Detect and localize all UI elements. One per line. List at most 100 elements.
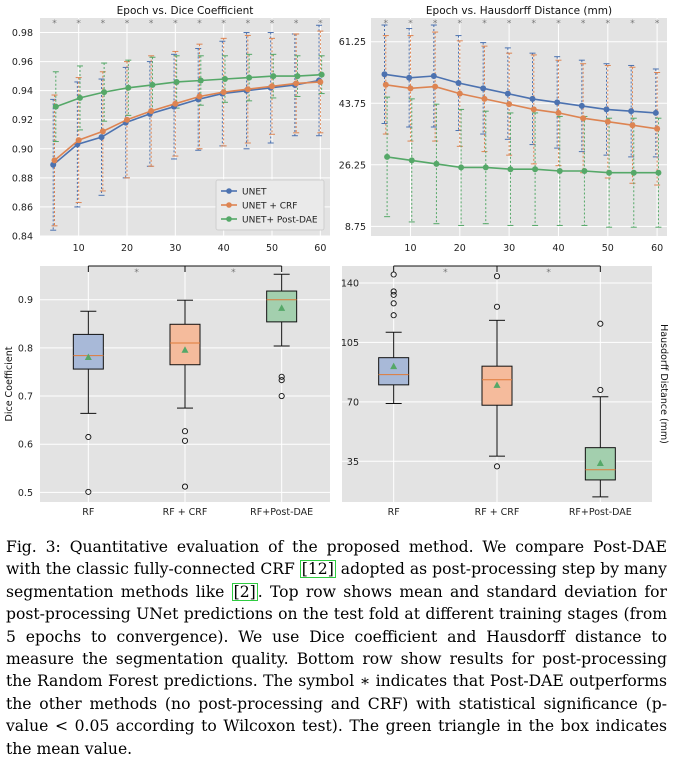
category-label: RF [388,507,400,518]
y-tick-label: 0.98 [12,28,33,39]
legend-marker [226,188,232,194]
data-point [196,93,203,100]
significance-marker: * [52,19,57,29]
significance-marker: * [270,19,275,29]
mean-marker [596,459,604,466]
y-tick-label: 26.25 [339,160,366,171]
significance-marker: * [294,19,299,29]
significance-marker: * [581,19,586,29]
outlier-point [85,488,92,495]
data-point [606,169,613,176]
data-point [630,169,637,176]
y-tick-label: 0.9 [18,295,33,306]
outlier-point [278,377,285,384]
significance-marker: * [443,268,448,278]
category-label: RF+Post-DAE [250,507,313,518]
data-point [246,74,253,81]
series-line-2 [55,73,322,108]
y-tick-label: 35 [347,457,359,468]
significance-marker: * [125,19,130,29]
y-tick-label: 0.84 [12,232,33,243]
chart-epoch-vs-hausdorff: 8.75 26.25 43.75 61.25 10 20 30 40 50 60 Epoch vs.… [339,0,673,258]
data-point [270,73,277,80]
significance-marker: * [221,19,226,29]
significance-marker: * [149,19,154,29]
hausdorff-line-chart: 8.75 26.25 43.75 61.25 10 20 30 40 50 60 Epoch vs.… [339,5,667,254]
data-point [652,109,659,116]
data-point [294,73,301,80]
caption-text-2: adopted as post-processing step by many … [6,560,667,601]
outlier-point [390,312,397,319]
data-point [556,167,563,174]
outlier-point [278,392,285,400]
significance-marker: * [433,19,438,29]
significance-marker: * [532,19,537,29]
data-point [530,106,537,113]
data-point [603,106,610,113]
data-point [482,164,489,171]
x-tick-label: 20 [454,243,466,254]
outlier-point [390,291,397,298]
data-point [455,80,462,87]
data-point [99,128,106,135]
y-tick-label: 0.7 [18,392,33,403]
mean-marker [390,362,398,370]
x-tick-label: 40 [552,243,564,254]
mean-marker [181,346,189,353]
y-axis-label: Dice Coefficient [4,346,15,421]
significance-marker: * [482,19,487,29]
data-point [75,137,82,144]
data-point [407,85,414,92]
y-tick-label: 0.86 [12,202,33,213]
y-tick-label: 140 [341,278,359,289]
outlier-point [181,483,189,490]
y-tick-label: 0.5 [18,488,33,499]
citation-12[interactable]: [12] [299,560,336,579]
significance-marker: * [76,19,81,29]
outlier-point [278,373,285,380]
data-point [554,99,561,106]
data-point [76,94,83,101]
data-point [52,103,59,110]
data-point [507,166,514,173]
mean-marker [84,353,92,361]
y-tick-label: 61.25 [339,37,366,48]
data-point [430,73,437,80]
outlier-point [181,428,189,435]
y-tick-label: 0.88 [12,173,33,184]
dice-boxplot: 0.5 0.6 0.7 0.8 0.9 RF RF + CRF RF+Post-DAE Dice… [4,265,330,518]
y-tick-label: 8.75 [345,222,366,233]
mean-marker [493,381,501,388]
data-point [293,80,300,87]
significance-marker: * [630,19,635,29]
citation-2[interactable]: [2] [231,582,258,601]
data-point [98,134,105,141]
significance-marker: * [606,19,611,29]
outlier-point [390,271,397,278]
data-point [432,83,439,90]
data-point [504,90,511,97]
data-point [456,90,463,97]
series-line-0 [384,73,656,114]
outlier-point [493,463,501,470]
data-point [629,122,636,129]
x-tick-label: 30 [503,243,515,254]
x-tick-label: 50 [602,243,614,254]
series-line-2 [386,156,659,174]
data-point [555,109,562,116]
category-label: RF + CRF [475,507,520,518]
data-point [244,86,251,93]
mean-marker [278,304,286,311]
outlier-point [390,300,397,307]
outlier-point [597,386,604,393]
data-point [433,160,440,167]
figure-caption: Fig. 3: Quantitative evaluation of the p… [6,536,667,760]
data-point [51,157,58,164]
x-tick-label: 60 [314,243,326,254]
data-point [220,89,227,96]
data-point [532,166,539,173]
legend-label: UNET+ Post-DAE [242,216,318,226]
data-point [578,102,585,109]
boxplot-dice: 0.5 0.6 0.7 0.8 0.9 RF RF + CRF RF+Post-DAE Dice… [0,258,334,528]
significance-marker: * [231,268,236,278]
